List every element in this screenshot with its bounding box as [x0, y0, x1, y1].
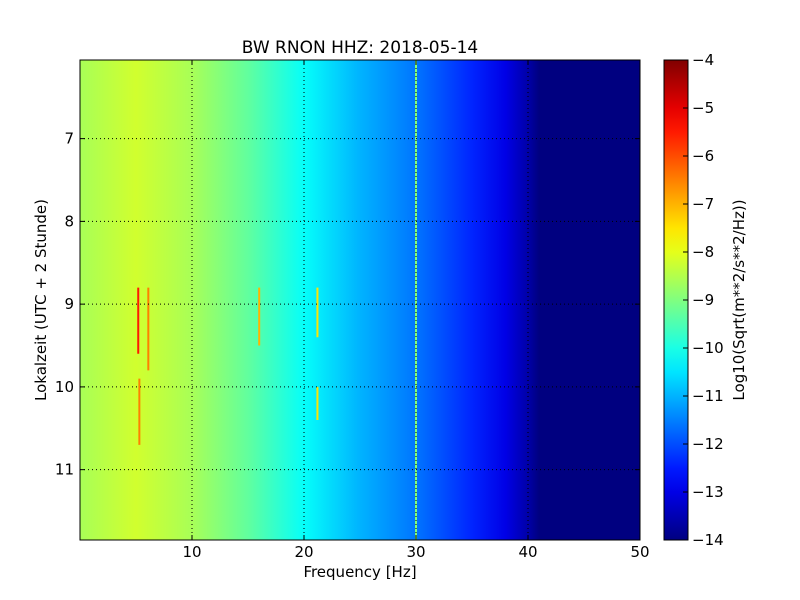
colorbar-ticks: −4 −5 −6 −7 −8 −9 −10 −11 −12 −13 −14: [683, 51, 724, 549]
y-tick-label: 7: [64, 130, 74, 148]
x-tick-label: 10: [182, 543, 201, 561]
spectrogram-background: [80, 60, 640, 540]
colorbar-tick-label: −12: [692, 435, 724, 453]
x-tick-label: 30: [406, 543, 425, 561]
y-tick-label: 11: [55, 461, 74, 479]
colorbar-tick-label: −14: [692, 531, 724, 549]
x-tick-label: 20: [294, 543, 313, 561]
plot-frame: [79, 59, 641, 541]
chart-title: BW RNON HHZ: 2018-05-14: [242, 38, 478, 58]
colorbar-tick-label: −5: [692, 99, 714, 117]
colorbar-tick-label: −7: [692, 195, 714, 213]
y-axis-ticks: 7 8 9 10 11: [55, 130, 640, 479]
y-axis-label: Lokalzeit (UTC + 2 Stunde): [32, 199, 50, 401]
plot-area: [80, 60, 640, 540]
x-axis-ticks: 10 20 30 40 50: [182, 60, 650, 561]
x-tick-label: 40: [518, 543, 537, 561]
y-tick-label: 10: [55, 378, 74, 396]
colorbar-tick-label: −9: [692, 291, 714, 309]
colorbar-tick-label: −8: [692, 243, 714, 261]
colorbar-tick-label: −6: [692, 147, 714, 165]
grid-lines: [80, 60, 640, 540]
y-tick-label: 9: [64, 295, 74, 313]
x-axis-label: Frequency [Hz]: [303, 563, 416, 581]
colorbar-tick-label: −13: [692, 483, 724, 501]
colorbar-tick-label: −11: [692, 387, 724, 405]
colorbar-tick-label: −10: [692, 339, 724, 357]
colorbar-label: Log10(Sqrt(m**2/s**2/Hz)): [730, 199, 748, 400]
colorbar-tick-label: −4: [692, 51, 714, 69]
x-tick-label: 50: [630, 543, 649, 561]
y-tick-label: 8: [64, 212, 74, 230]
